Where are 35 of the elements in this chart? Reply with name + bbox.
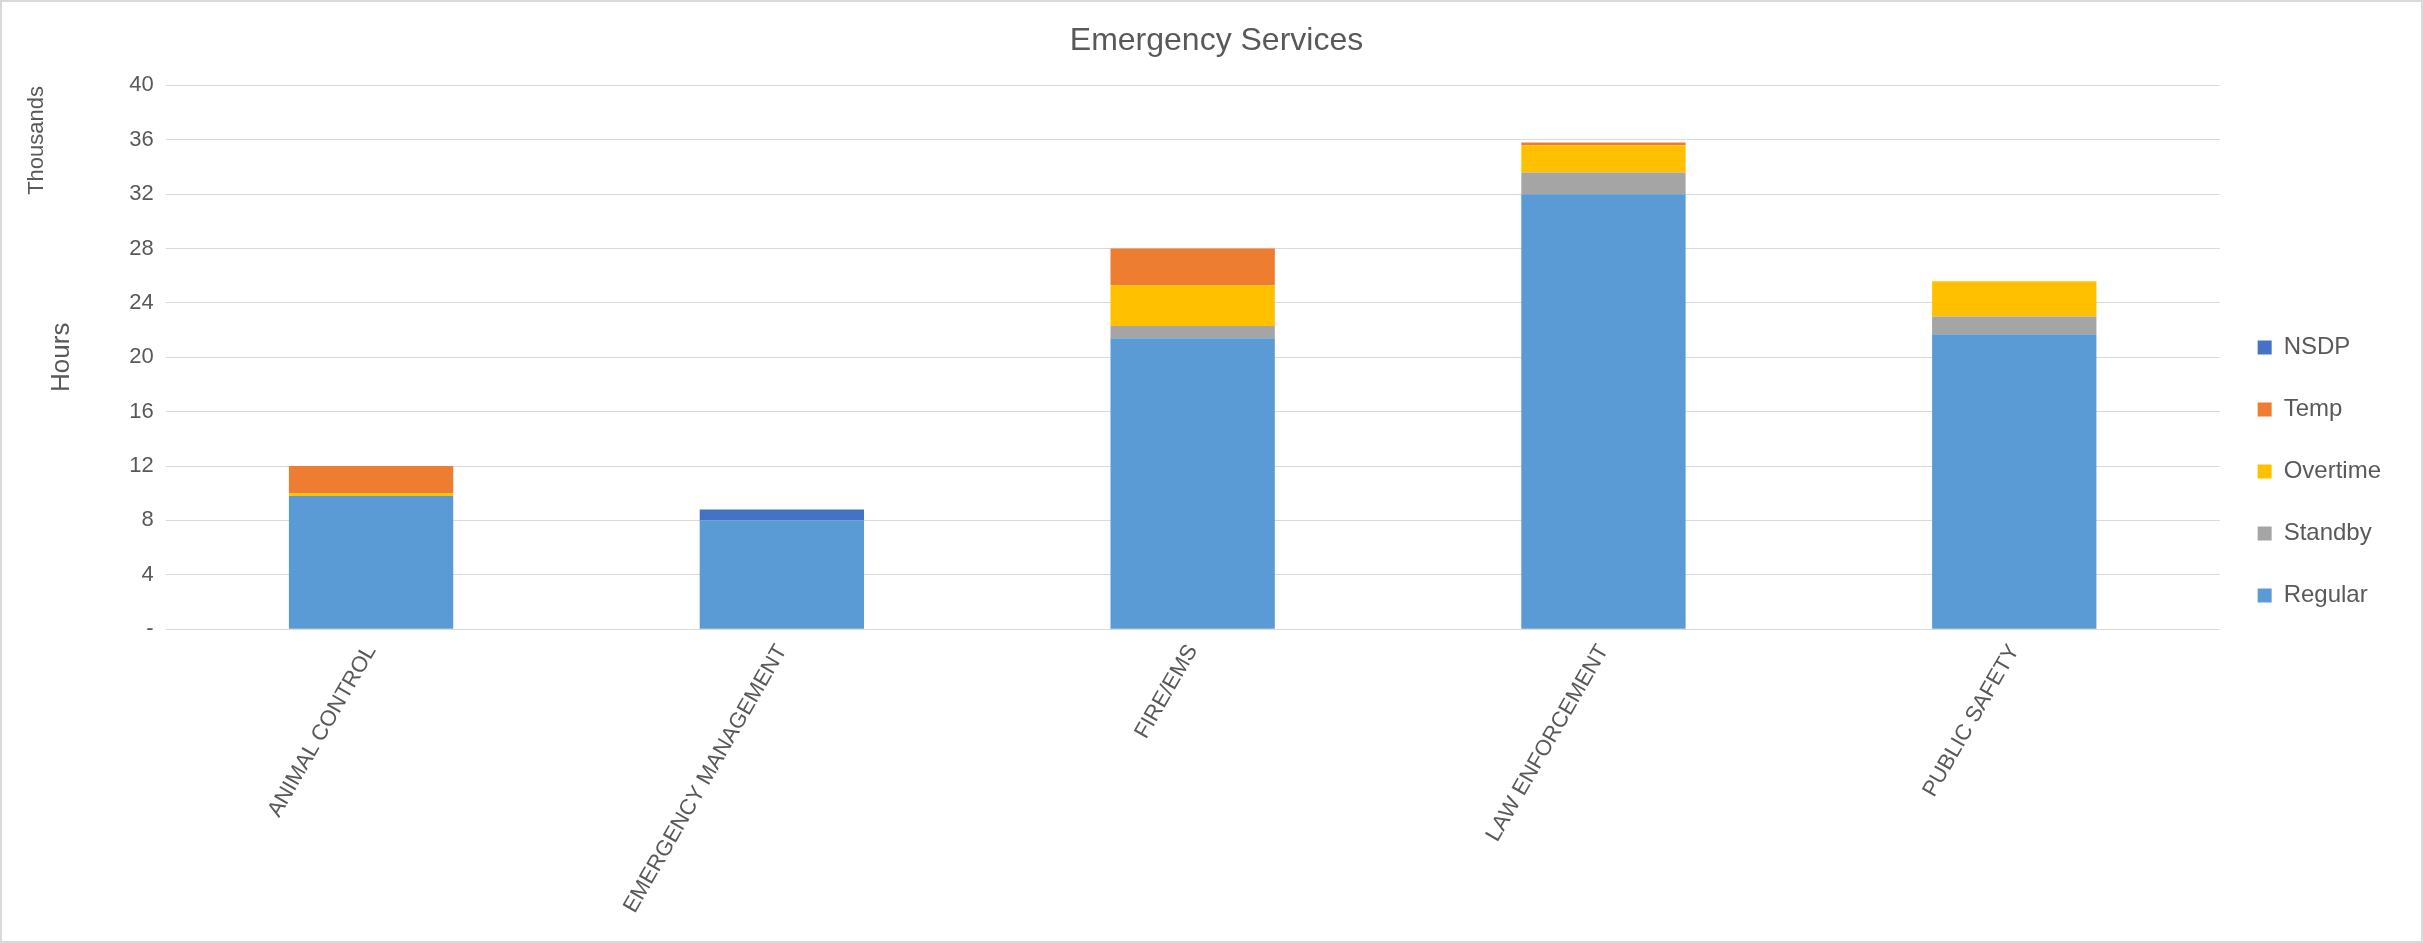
- y-tick-label: 36: [129, 125, 154, 151]
- bar: [288, 495, 454, 629]
- y-tick-label: 40: [129, 71, 154, 97]
- y-axis-title: Hours: [44, 322, 75, 392]
- y-tick-label: -: [146, 615, 154, 641]
- bar: [1521, 194, 1686, 629]
- y-tick-label: 24: [129, 288, 154, 314]
- bar: [288, 466, 454, 494]
- bar: [1521, 142, 1686, 146]
- legend-label: Regular: [2283, 580, 2368, 608]
- y-tick-label: 4: [141, 560, 154, 586]
- legend-label: Overtime: [2283, 456, 2382, 484]
- bar: [699, 520, 865, 629]
- bar: [288, 493, 454, 496]
- bar: [1110, 248, 1275, 286]
- bar: [1932, 334, 2097, 629]
- y-tick-label: 20: [129, 343, 154, 369]
- bar: [1932, 316, 2097, 335]
- bar: [1521, 172, 1686, 195]
- bar: [1110, 326, 1275, 339]
- bar: [699, 509, 865, 521]
- chart-title: Emergency Services: [1069, 21, 1364, 58]
- y-tick-label: 16: [129, 397, 154, 423]
- y-tick-label: 8: [141, 506, 154, 532]
- y-tick-label: 32: [129, 180, 154, 206]
- bar: [1932, 281, 2097, 317]
- legend-label: Temp: [2283, 394, 2343, 422]
- bar: [1110, 338, 1275, 629]
- legend-label: NSDP: [2283, 332, 2351, 360]
- text: Thousands: [23, 85, 49, 195]
- bar: [1110, 285, 1275, 327]
- bar: [1521, 145, 1686, 173]
- y-tick-label: 28: [129, 234, 154, 260]
- y-tick-label: 12: [129, 452, 154, 478]
- legend-label: Standby: [2283, 518, 2372, 546]
